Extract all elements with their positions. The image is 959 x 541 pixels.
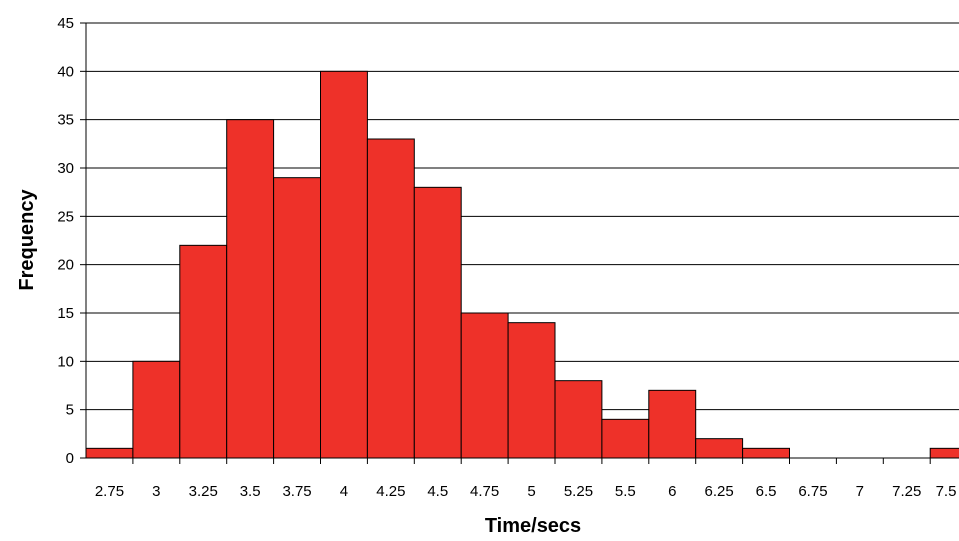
bar: [648, 389, 697, 459]
bar: [366, 138, 415, 459]
x-tick-label: 5.5: [615, 483, 636, 500]
bar: [413, 186, 462, 459]
x-tick-label: 6: [668, 483, 676, 500]
y-tick-label: 5: [66, 402, 74, 419]
bar: [695, 438, 744, 459]
bar: [929, 447, 959, 459]
x-tick-label: 3: [152, 483, 160, 500]
x-tick-labels: 2.75 3 3.25 3.5 3.75 4 4.25 4.5 4.75 5 5.25 5.5 6 6.2…: [95, 458, 957, 500]
bar: [273, 177, 322, 459]
x-tick-label: 3.25: [189, 483, 218, 500]
bar: [85, 447, 134, 459]
bar: [554, 380, 603, 459]
x-tick-label: 4.75: [470, 483, 499, 500]
y-tick-label: 0: [66, 450, 74, 467]
x-tick-label: 5: [527, 483, 535, 500]
x-tick-label: 5.25: [564, 483, 593, 500]
bar: [742, 447, 790, 459]
x-tick-label: 7.25: [892, 483, 921, 500]
bar: [460, 312, 509, 459]
x-axis-title: Time/secs: [485, 515, 581, 537]
x-tick-label: 2.75: [95, 483, 124, 500]
y-tick-label: 35: [57, 112, 74, 129]
bar: [507, 322, 556, 459]
y-tick-label: 30: [57, 160, 74, 177]
bar: [320, 70, 368, 459]
y-axis-title: Frequency: [16, 189, 38, 291]
y-tick-label: 25: [57, 208, 74, 225]
bar: [601, 418, 650, 459]
bars: [85, 70, 959, 459]
x-tick-label: 7: [856, 483, 864, 500]
bar: [132, 360, 181, 459]
y-tick-labels: 0 5 10 15 20 25 30 35 40 45: [57, 15, 86, 467]
x-tick-label: 7.5: [936, 483, 957, 500]
bar: [226, 119, 275, 459]
x-tick-label: 6.5: [756, 483, 777, 500]
x-tick-label: 4: [340, 483, 348, 500]
x-tick-label: 3.75: [282, 483, 311, 500]
x-tick-label: 4.25: [376, 483, 405, 500]
x-tick-label: 6.75: [798, 483, 827, 500]
y-tick-label: 40: [57, 63, 74, 80]
y-tick-label: 45: [57, 15, 74, 32]
x-tick-label: 6.25: [705, 483, 734, 500]
x-tick-label: 4.5: [427, 483, 448, 500]
bar: [179, 244, 228, 459]
y-tick-label: 10: [57, 353, 74, 370]
y-tick-label: 20: [57, 257, 74, 274]
x-tick-label: 3.5: [240, 483, 261, 500]
y-tick-label: 15: [57, 305, 74, 322]
